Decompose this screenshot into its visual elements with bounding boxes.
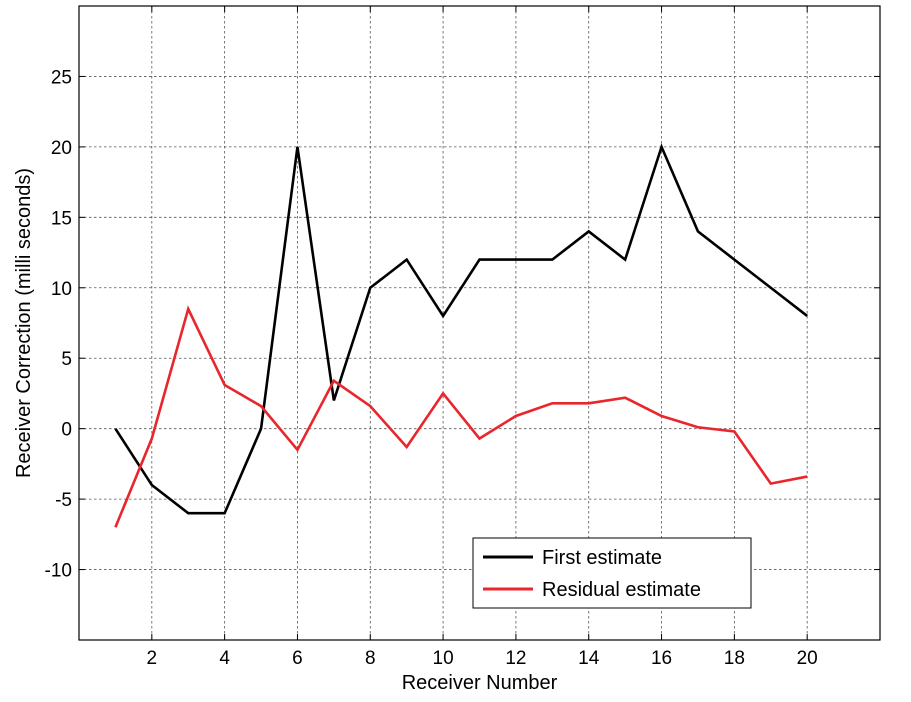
x-tick-label-10: 10 [433, 648, 454, 669]
x-tick-label-14: 14 [578, 648, 600, 669]
legend-label-first-estimate: First estimate [542, 547, 662, 569]
grid [79, 6, 880, 640]
y-axis-tick-labels: -10 -5 0 5 10 15 20 25 [45, 67, 72, 581]
x-tick-label-6: 6 [292, 648, 303, 669]
x-tick-label-18: 18 [724, 648, 745, 669]
legend-box [472, 537, 752, 609]
y-tick-label--10: -10 [45, 561, 72, 582]
legend-label-residual-estimate: Residual estimate [542, 579, 701, 601]
series-line-first-estimate [114, 143, 808, 515]
y-axis-label: Receiver Correction (milli seconds) [13, 168, 35, 478]
x-axis-label: Receiver Number [402, 672, 558, 694]
y-tick-label-0: 0 [61, 420, 72, 441]
y-tick-label-10: 10 [51, 279, 72, 300]
y-tick-label-20: 20 [51, 138, 72, 159]
x-tick-label-4: 4 [219, 648, 230, 669]
x-axis-tick-labels: 2 4 6 8 10 12 14 16 18 20 [147, 648, 818, 669]
x-tick-label-16: 16 [651, 648, 672, 669]
y-tick-label-25: 25 [51, 67, 72, 88]
x-tick-label-2: 2 [147, 648, 158, 669]
series-line-residual-estimate [114, 305, 808, 528]
series-layer [114, 143, 808, 528]
y-tick-label-15: 15 [51, 208, 72, 229]
y-tick-label-5: 5 [61, 349, 72, 370]
plot-area-frame [78, 5, 881, 641]
y-tick-label--5: -5 [55, 490, 72, 511]
x-tick-label-8: 8 [365, 648, 376, 669]
x-tick-label-20: 20 [797, 648, 818, 669]
x-tick-label-12: 12 [505, 648, 526, 669]
legend: First estimate Residual estimate [472, 537, 752, 609]
axis-ticks [79, 6, 880, 640]
